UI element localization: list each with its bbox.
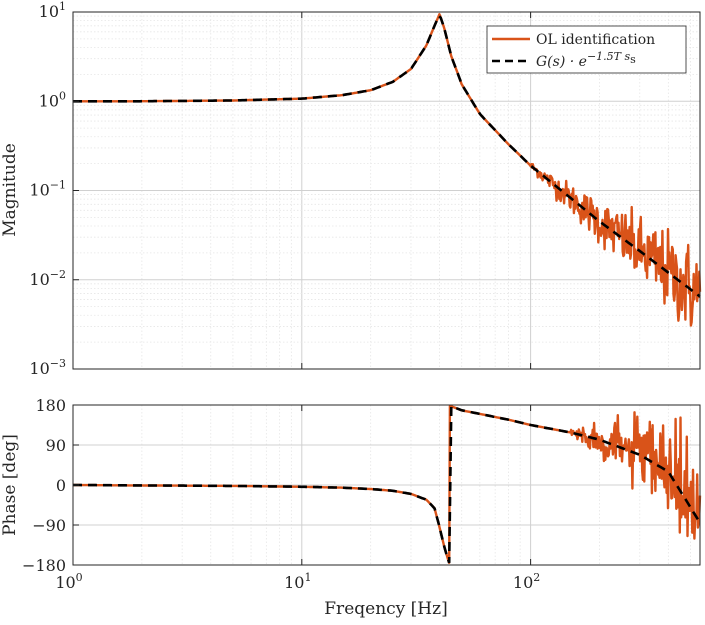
legend-label-model-exp: −1.5T s bbox=[587, 50, 631, 63]
phase-panel: 180 90 0 −90 −180 100 101 102 Phase [deg] Freq… bbox=[0, 12, 702, 619]
legend-label-model-main: G(s) · e bbox=[536, 54, 587, 70]
legend-label-model-sub: s bbox=[630, 53, 636, 66]
phase-line-ol-identification bbox=[72, 404, 702, 564]
phase-ylabel: Phase [deg] bbox=[0, 434, 20, 536]
frequency-x-ticks: 100 101 102 bbox=[55, 12, 540, 592]
legend-label-ol: OL identification bbox=[536, 32, 655, 48]
phase-line-model bbox=[73, 404, 702, 564]
phase-y-tick-label: 90 bbox=[46, 436, 66, 455]
magnitude-y-tick-label: 101 bbox=[39, 0, 66, 21]
frequency-x-tick-label: 100 bbox=[55, 571, 82, 592]
magnitude-panel: 101 100 10−1 10−2 10−3 Magnitude OL identifi… bbox=[0, 0, 702, 378]
phase-y-tick-label: 0 bbox=[56, 476, 66, 495]
phase-y-tick-label: −90 bbox=[32, 516, 66, 535]
frequency-x-tick-label: 101 bbox=[284, 571, 311, 592]
magnitude-line-model bbox=[73, 13, 701, 298]
magnitude-y-ticks: 101 100 10−1 10−2 10−3 bbox=[29, 0, 79, 378]
magnitude-y-tick-label: 10−3 bbox=[29, 357, 66, 378]
phase-series bbox=[72, 404, 702, 564]
frequency-x-tick-label: 102 bbox=[513, 571, 540, 592]
magnitude-y-tick-label: 100 bbox=[39, 89, 66, 110]
magnitude-y-tick-label: 10−1 bbox=[29, 179, 66, 200]
frequency-xlabel: Freqency [Hz] bbox=[324, 599, 447, 619]
phase-y-tick-label: −180 bbox=[22, 556, 66, 575]
legend-box bbox=[486, 25, 687, 74]
legend-label-model: G(s) · e−1.5T ss bbox=[536, 50, 636, 70]
legend: OL identification G(s) · e−1.5T ss bbox=[486, 25, 687, 74]
magnitude-ylabel: Magnitude bbox=[0, 143, 20, 237]
magnitude-series bbox=[72, 12, 702, 327]
magnitude-y-tick-label: 10−2 bbox=[29, 268, 66, 289]
phase-y-ticks: 180 90 0 −90 −180 bbox=[22, 396, 79, 575]
phase-y-tick-label: 180 bbox=[35, 396, 66, 415]
